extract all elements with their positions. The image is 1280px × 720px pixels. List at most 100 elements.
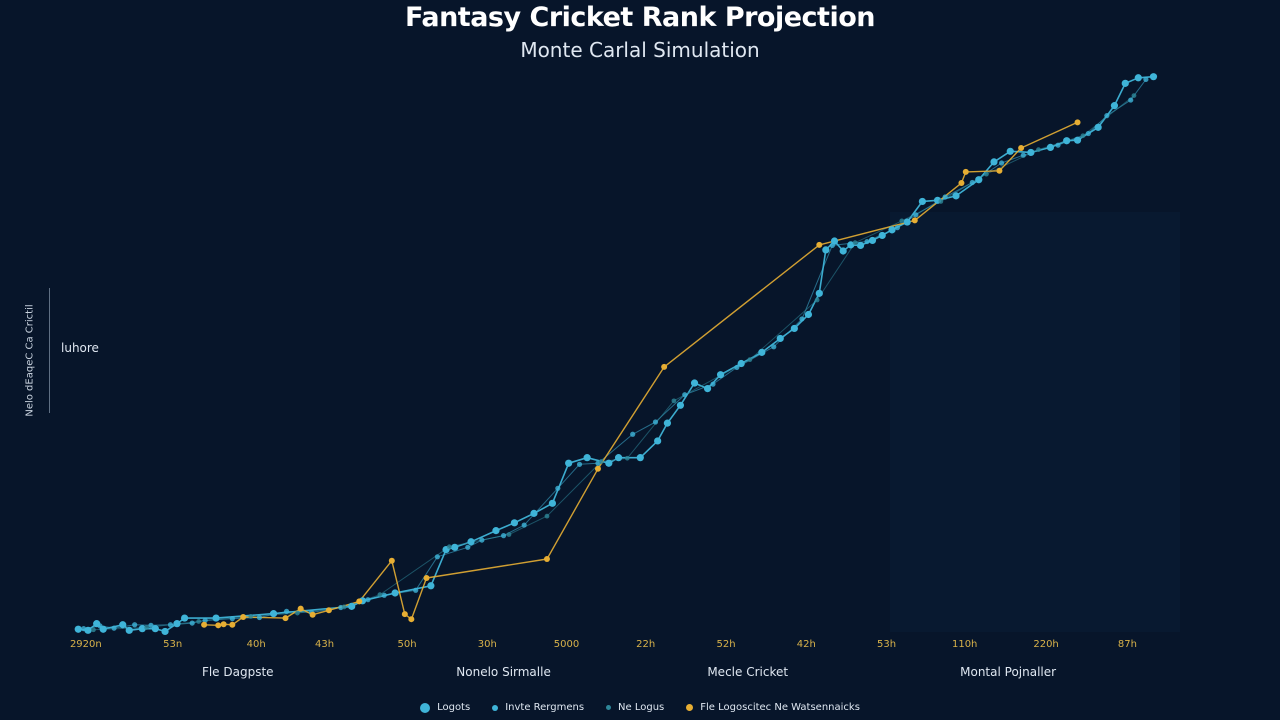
data-point-s2-5 (341, 604, 347, 610)
data-point-s3-6 (297, 605, 304, 612)
data-point-s1-25 (652, 419, 659, 425)
data-point-s1-32 (864, 238, 870, 245)
data-point-s0-49 (903, 218, 911, 226)
data-point-s1-34 (913, 212, 919, 218)
data-point-s0-18 (451, 543, 459, 551)
x-group-label-0: Fle Dagpste (201, 665, 274, 679)
data-point-s2-9 (544, 513, 550, 519)
data-point-s1-42 (1128, 97, 1134, 103)
legend-label-0: Logots (437, 702, 471, 713)
series-points (74, 73, 1158, 636)
plot-shade-panel (890, 212, 1180, 632)
data-point-s1-40 (1085, 130, 1091, 137)
x-tick-label-6: 5000 (554, 639, 579, 650)
data-point-s1-13 (365, 597, 371, 603)
data-point-s2-12 (671, 398, 677, 404)
x-group-label-3: Montal Pojnaller (960, 665, 1057, 679)
data-point-s1-30 (799, 316, 805, 322)
data-point-s2-20 (1080, 133, 1086, 139)
x-tick-label-8: 52h (716, 639, 735, 650)
data-point-s3-3 (229, 621, 236, 628)
data-point-s3-18 (911, 217, 918, 224)
data-point-s1-20 (521, 522, 527, 528)
data-point-s1-8 (229, 616, 235, 622)
data-point-s2-21 (1131, 93, 1137, 99)
x-tick-label-7: 22h (636, 639, 655, 650)
data-point-s0-10 (180, 614, 189, 622)
data-point-s1-31 (829, 242, 835, 249)
x-tick-label-3: 43h (315, 639, 334, 650)
data-point-s0-13 (348, 602, 356, 610)
data-point-s3-13 (423, 574, 430, 581)
data-point-s0-61 (1110, 102, 1119, 110)
data-point-s1-24 (630, 431, 636, 437)
data-point-s2-13 (747, 357, 753, 363)
data-point-s0-27 (614, 454, 623, 462)
data-point-s0-47 (878, 231, 886, 240)
x-tick-label-5: 30h (478, 639, 497, 650)
data-point-s2-4 (295, 610, 300, 616)
x-tick-label-13: 87h (1118, 639, 1137, 650)
data-point-s0-7 (151, 625, 159, 633)
data-point-s2-11 (624, 455, 630, 461)
data-point-s1-21 (555, 485, 561, 491)
data-point-s2-1 (144, 625, 150, 630)
data-point-s3-10 (388, 557, 395, 564)
data-point-s0-16 (427, 582, 435, 590)
data-point-s3-5 (282, 615, 289, 622)
data-point-s0-26 (605, 459, 613, 467)
data-point-s1-19 (500, 533, 507, 539)
data-point-s0-44 (847, 241, 855, 249)
data-point-s0-60 (1094, 123, 1102, 131)
data-point-s0-28 (636, 454, 644, 462)
data-point-s3-17 (816, 241, 823, 248)
legend-marker-2 (606, 705, 612, 710)
data-point-s1-1 (97, 623, 103, 629)
data-point-s0-5 (125, 626, 133, 634)
data-point-s1-37 (998, 160, 1005, 166)
data-point-s0-12 (269, 610, 278, 618)
data-point-s2-16 (899, 218, 905, 224)
data-point-s3-11 (401, 611, 408, 618)
data-point-s3-7 (309, 611, 316, 618)
data-point-s1-41 (1104, 113, 1110, 119)
data-point-s3-20 (962, 168, 969, 175)
data-point-s1-7 (202, 617, 208, 623)
data-point-s3-19 (958, 180, 965, 187)
x-tick-label-2: 40h (247, 639, 266, 650)
data-point-s2-8 (506, 532, 512, 537)
data-point-s3-22 (1018, 144, 1025, 151)
data-point-s2-19 (1036, 147, 1041, 153)
data-point-s1-18 (479, 537, 485, 543)
data-point-s0-46 (868, 236, 877, 245)
data-point-s1-10 (283, 608, 290, 614)
data-point-s0-59 (1073, 136, 1082, 144)
legend-item-1: Invte Rergmens (492, 702, 584, 713)
data-point-s0-58 (1063, 137, 1071, 145)
data-point-s1-36 (969, 179, 975, 186)
data-point-s2-18 (984, 171, 989, 177)
legend-label-1: Invte Rergmens (505, 702, 585, 713)
data-point-s0-53 (975, 176, 983, 184)
data-point-s1-15 (413, 587, 419, 593)
data-point-s0-15 (391, 589, 399, 597)
data-point-s0-22 (530, 509, 538, 517)
data-point-s3-1 (215, 622, 222, 629)
data-point-s2-7 (446, 544, 452, 550)
x-group-label-2: Mecle Cricket (707, 665, 789, 679)
data-point-s1-29 (771, 344, 777, 350)
data-point-s0-32 (690, 379, 699, 387)
x-tick-label-1: 53n (163, 639, 182, 650)
data-point-s3-16 (661, 363, 668, 370)
data-point-s1-4 (148, 622, 154, 628)
data-point-s1-5 (167, 622, 174, 628)
data-point-s0-41 (822, 246, 830, 254)
data-point-s1-0 (81, 626, 87, 632)
x-tick-label-0: 2920n (70, 639, 102, 650)
data-point-s0-30 (663, 419, 672, 427)
data-point-s3-21 (996, 167, 1003, 174)
data-point-s0-4 (119, 621, 127, 629)
data-point-s0-19 (467, 538, 475, 546)
data-point-s0-9 (173, 620, 181, 628)
data-point-s2-10 (598, 459, 604, 464)
